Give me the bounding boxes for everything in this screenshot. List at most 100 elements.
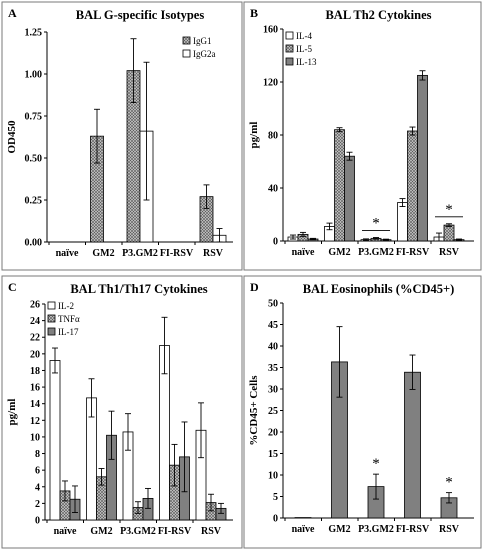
panel-c: C BAL Th1/Th17 Cytokines02468101214161820… xyxy=(1,275,243,549)
y-tick-label: 30 xyxy=(268,385,278,396)
x-tick-label: P3.GM2 xyxy=(120,526,156,537)
y-tick-label: 4 xyxy=(35,482,40,493)
panel-title: BAL Th1/Th17 Cytokines xyxy=(70,282,207,296)
x-tick-label: P3.GM2 xyxy=(122,248,158,259)
legend-swatch xyxy=(182,49,191,58)
bar xyxy=(344,155,355,242)
y-tick-label: 26 xyxy=(30,300,40,311)
legend-label: IgG1 xyxy=(193,36,212,46)
x-tick-label: GM2 xyxy=(92,248,114,259)
y-tick-label: 0 xyxy=(273,237,278,248)
y-tick-label: 24 xyxy=(30,316,40,327)
y-tick-label: 22 xyxy=(30,333,40,344)
x-tick-label: RSV xyxy=(439,247,460,258)
y-tick-label: 40 xyxy=(268,184,278,195)
x-tick-label: P3.GM2 xyxy=(358,524,394,535)
y-axis-label: pg/ml xyxy=(248,122,260,149)
y-tick-label: 2 xyxy=(35,499,40,510)
y-tick-label: 45 xyxy=(268,320,278,331)
x-tick-label: naïve xyxy=(292,524,315,535)
y-tick-label: 12 xyxy=(30,416,40,427)
panel-letter: A xyxy=(8,6,17,20)
x-tick-label: naïve xyxy=(292,247,315,258)
bar xyxy=(334,129,345,242)
y-tick-label: 1.00 xyxy=(25,70,43,81)
legend-label: IL-5 xyxy=(296,44,312,54)
legend-swatch xyxy=(285,31,294,40)
significance-marker: * xyxy=(372,216,380,232)
legend-swatch xyxy=(285,57,294,66)
x-tick-label: RSV xyxy=(201,526,222,537)
x-tick-label: naïve xyxy=(56,248,79,259)
bar xyxy=(407,130,418,242)
legend-swatch xyxy=(47,327,56,336)
legend-label: IL-2 xyxy=(58,301,74,311)
bar xyxy=(397,202,408,242)
y-tick-label: 40 xyxy=(268,342,278,353)
legend-swatch xyxy=(47,301,56,310)
y-axis-label: pg/ml xyxy=(6,399,18,426)
y-tick-label: 50 xyxy=(268,299,278,310)
panel-letter: D xyxy=(250,280,259,294)
y-tick-label: 120 xyxy=(263,78,278,89)
panel-a: A BAL G-specific Isotypes 0.00 0.25 0.50 0.75… xyxy=(1,1,243,271)
legend-label: IL-17 xyxy=(58,327,79,337)
y-tick-label: 25 xyxy=(268,406,278,417)
y-tick-label: 35 xyxy=(268,363,278,374)
y-tick-label: 0 xyxy=(35,516,40,527)
legend-label: TNFα xyxy=(58,314,80,324)
y-tick-label: 20 xyxy=(268,428,278,439)
bar xyxy=(443,224,455,242)
panel-title: BAL Eosinophils (%CD45+) xyxy=(303,282,455,296)
y-tick-label: 14 xyxy=(30,399,40,410)
significance-marker: * xyxy=(445,475,453,491)
y-tick-label: 16 xyxy=(30,383,40,394)
y-axis-label: %CD45+ Cells xyxy=(248,375,260,446)
x-tick-label: RSV xyxy=(203,248,224,259)
legend-label: IL-4 xyxy=(296,31,312,41)
y-tick-label: 5 xyxy=(273,492,278,503)
panel-title: BAL G-specific Isotypes xyxy=(76,8,205,22)
x-tick-label: FI-RSV xyxy=(158,526,192,537)
panel-d: D BAL Eosinophils (%CD45+) 0 5 10 15 20 25 30 35 4… xyxy=(243,275,482,549)
legend-swatch xyxy=(182,36,191,45)
y-tick-label: 0.25 xyxy=(25,196,43,207)
y-tick-label: 80 xyxy=(268,131,278,142)
y-tick-label: 10 xyxy=(30,432,40,443)
panel-letter: B xyxy=(250,6,258,20)
legend-label: IgG2a xyxy=(193,49,216,59)
y-tick-label: 18 xyxy=(30,366,40,377)
bar xyxy=(417,74,428,242)
x-tick-label: naïve xyxy=(54,526,77,537)
y-tick-label: 0.50 xyxy=(25,154,43,165)
panel-b: B BAL Th2 Cytokines 0 40 80 120 160 pg/ml naïve G… xyxy=(243,1,482,271)
y-tick-label: 0.00 xyxy=(25,238,43,249)
y-tick-label: 10 xyxy=(268,471,278,482)
x-tick-label: RSV xyxy=(439,524,460,535)
x-tick-label: P3.GM2 xyxy=(358,247,394,258)
x-tick-label: GM2 xyxy=(328,524,350,535)
bar xyxy=(404,371,421,519)
y-tick-label: 0 xyxy=(273,514,278,525)
legend-swatch xyxy=(285,44,294,53)
panel-title: BAL Th2 Cytokines xyxy=(325,8,431,22)
x-tick-label: FI-RSV xyxy=(396,524,430,535)
x-tick-label: GM2 xyxy=(328,247,350,258)
legend-swatch xyxy=(47,314,56,323)
y-tick-label: 15 xyxy=(268,449,278,460)
x-tick-label: FI-RSV xyxy=(160,248,194,259)
bar xyxy=(49,360,61,521)
y-axis-label: OD450 xyxy=(6,120,18,154)
y-tick-label: 0.75 xyxy=(25,112,43,123)
legend-label: IL-13 xyxy=(296,57,317,67)
x-tick-label: GM2 xyxy=(90,526,112,537)
y-tick-label: 8 xyxy=(35,449,40,460)
significance-marker: * xyxy=(445,202,453,218)
x-tick-label: FI-RSV xyxy=(396,247,430,258)
y-tick-label: 6 xyxy=(35,466,40,477)
y-tick-label: 20 xyxy=(30,349,40,360)
significance-marker: * xyxy=(372,456,380,472)
y-tick-label: 1.25 xyxy=(25,28,43,39)
y-tick-label: 160 xyxy=(263,25,278,36)
